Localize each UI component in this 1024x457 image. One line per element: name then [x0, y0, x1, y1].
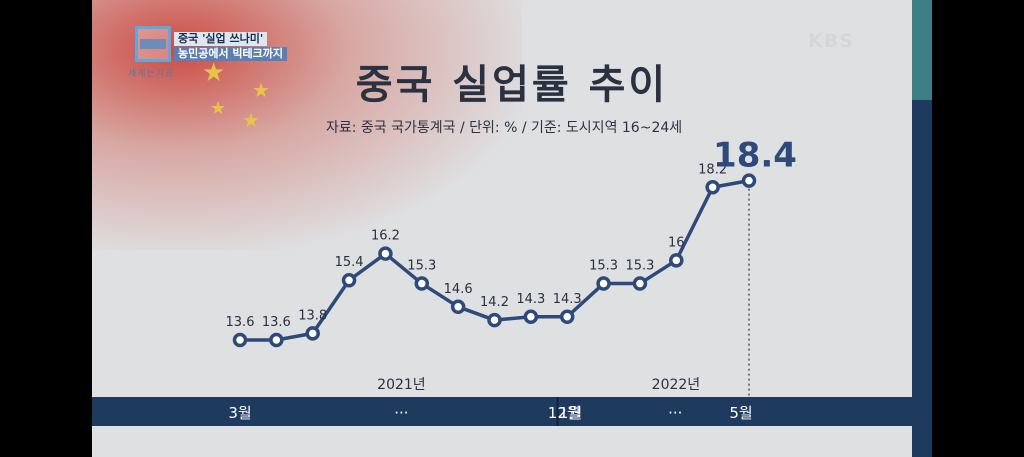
source-note: 자료: 중국 국가통계국 / 단위: % / 기준: 도시지역 16~24세 — [326, 120, 683, 136]
data-point — [741, 173, 757, 188]
data-label: 18.4 — [713, 136, 797, 176]
data-point — [305, 326, 320, 341]
x-tick-label: ··· — [394, 404, 408, 422]
data-label: 14.3 — [553, 292, 582, 307]
topic-caption-line2: 농민공에서 빅테크까지 — [174, 47, 288, 61]
x-tick-label: 5월 — [729, 404, 752, 422]
data-point — [378, 246, 393, 261]
data-label: 16 — [668, 235, 685, 250]
data-point — [669, 253, 684, 268]
chart-panel: ★ ★ ★ ★ — [92, 0, 912, 457]
data-label: 13.6 — [262, 315, 291, 330]
data-point — [232, 332, 248, 348]
data-label: 14.2 — [480, 295, 509, 310]
broadcaster-logo: KBS — [808, 30, 854, 52]
flag-star-icon: ★ — [202, 58, 226, 88]
x-tick-label: 1월 — [559, 404, 582, 422]
data-label: 14.3 — [516, 292, 545, 307]
data-label: 13.8 — [298, 308, 327, 323]
x-axis-band — [92, 397, 912, 426]
chart-title: 중국 실업률 추이 — [355, 62, 669, 108]
data-label: 13.6 — [226, 315, 255, 330]
data-point — [450, 299, 466, 315]
topic-caption-line1: 중국 '실업 쓰나미' — [174, 32, 268, 46]
data-point — [523, 309, 539, 325]
program-logo-icon — [135, 26, 171, 62]
flag-star-icon: ★ — [210, 98, 227, 119]
data-label: 15.3 — [589, 259, 618, 274]
data-label: 15.3 — [625, 259, 654, 274]
x-tick-label: ··· — [668, 404, 682, 422]
year-label: 2022년 — [652, 377, 701, 393]
data-point — [414, 276, 430, 291]
data-point — [487, 312, 502, 328]
data-point — [559, 309, 575, 325]
data-point — [596, 276, 611, 291]
program-logo-caption: 세계는지금 — [128, 69, 175, 79]
data-label: 16.2 — [371, 229, 400, 244]
data-point — [632, 276, 648, 291]
data-label: 18.2 — [698, 162, 727, 177]
data-label: 15.3 — [407, 259, 436, 274]
year-separator — [556, 397, 559, 426]
data-label: 14.6 — [444, 282, 473, 297]
data-point — [341, 272, 357, 288]
flag-star-icon: ★ — [252, 78, 270, 102]
side-accent-bars — [912, 0, 932, 457]
x-tick-label: 12월 — [548, 404, 581, 422]
data-point — [705, 180, 720, 195]
flag-star-icon: ★ — [242, 108, 260, 132]
x-tick-label: 3월 — [228, 404, 251, 422]
data-label: 15.4 — [335, 255, 364, 270]
data-point — [269, 332, 284, 348]
year-label: 2021년 — [377, 377, 426, 393]
